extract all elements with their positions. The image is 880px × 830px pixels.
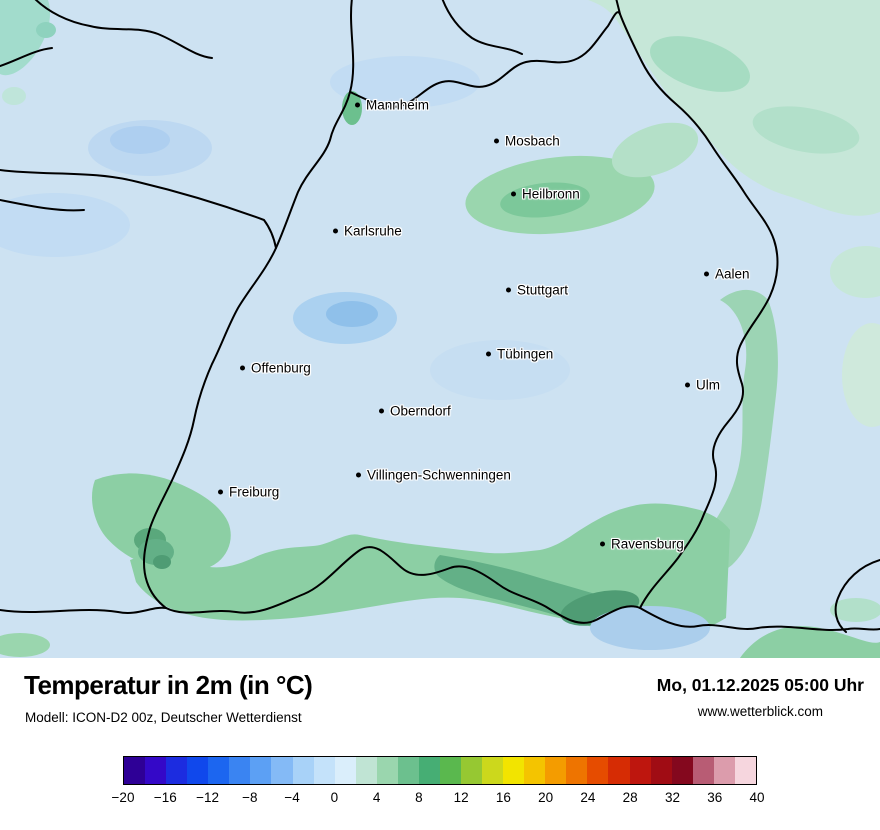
colorbar-tick: 12 bbox=[453, 790, 469, 805]
colorbar-ticks: −20 −16 −12 −8 −4 0 4 8 12 16 20 24 28 32 36 40 bbox=[112, 790, 765, 808]
colorbar-segment bbox=[629, 757, 651, 784]
colorbar-segments bbox=[123, 756, 757, 785]
colorbar-segment bbox=[397, 757, 419, 784]
colorbar-segment bbox=[734, 757, 756, 784]
colorbar-tick: −12 bbox=[196, 790, 219, 805]
colorbar-segment bbox=[187, 757, 209, 784]
colorbar-tick: 20 bbox=[538, 790, 554, 805]
colorbar-segment bbox=[166, 757, 188, 784]
colorbar-tick: 8 bbox=[415, 790, 423, 805]
colorbar-tick: 0 bbox=[330, 790, 339, 805]
colorbar-segment bbox=[692, 757, 714, 784]
colorbar-segment bbox=[334, 757, 356, 784]
colorbar-segment bbox=[208, 757, 230, 784]
colorbar-segment bbox=[587, 757, 609, 784]
colorbar-tick: 28 bbox=[622, 790, 638, 805]
colorbar-segment bbox=[439, 757, 461, 784]
colorbar-segment bbox=[713, 757, 735, 784]
colorbar-tick: −16 bbox=[153, 790, 177, 805]
colorbar-segment bbox=[229, 757, 251, 784]
colorbar-segment bbox=[545, 757, 567, 784]
colorbar-segment bbox=[418, 757, 440, 784]
colorbar-segment bbox=[482, 757, 504, 784]
colorbar-segment bbox=[524, 757, 546, 784]
colorbar-tick: 4 bbox=[372, 790, 381, 805]
colorbar-tick: 32 bbox=[664, 790, 680, 805]
datetime-label: Mo, 01.12.2025 05:00 Uhr bbox=[656, 675, 864, 695]
map-area: Mannheim Mosbach Heilbronn Karlsruhe Stuttga… bbox=[0, 0, 880, 658]
colorbar-tick: 36 bbox=[707, 790, 723, 805]
colorbar-segment bbox=[124, 757, 146, 784]
colorbar-tick: −4 bbox=[284, 790, 300, 805]
colorbar-tick: 24 bbox=[580, 790, 596, 805]
colorbar-segment bbox=[292, 757, 314, 784]
temperature-map-svg bbox=[0, 0, 880, 658]
colorbar-segment bbox=[650, 757, 672, 784]
colorbar-segment bbox=[503, 757, 525, 784]
colorbar-tick: 40 bbox=[749, 790, 765, 805]
colorbar-segment bbox=[355, 757, 377, 784]
colorbar-segment bbox=[271, 757, 293, 784]
website-label: www.wetterblick.com bbox=[697, 704, 824, 719]
colorbar-segment bbox=[145, 757, 167, 784]
colorbar-segment bbox=[566, 757, 588, 784]
colorbar-tick: −8 bbox=[242, 790, 258, 805]
colorbar-segment bbox=[671, 757, 693, 784]
colorbar-segment bbox=[608, 757, 630, 784]
map-title: Temperatur in 2m (in °C) bbox=[24, 670, 313, 700]
colorbar-segment bbox=[313, 757, 335, 784]
border-lines bbox=[0, 0, 880, 633]
colorbar-segment bbox=[250, 757, 272, 784]
model-label: Modell: ICON-D2 00z, Deutscher Wetterdie… bbox=[25, 710, 302, 725]
footer-right: Mo, 01.12.2025 05:00 Uhr www.wetterblick… bbox=[657, 675, 864, 719]
colorbar-segment bbox=[376, 757, 398, 784]
colorbar-tick: 16 bbox=[495, 790, 511, 805]
colorbar-tick: −20 bbox=[111, 790, 135, 805]
colorbar-segment bbox=[461, 757, 483, 784]
